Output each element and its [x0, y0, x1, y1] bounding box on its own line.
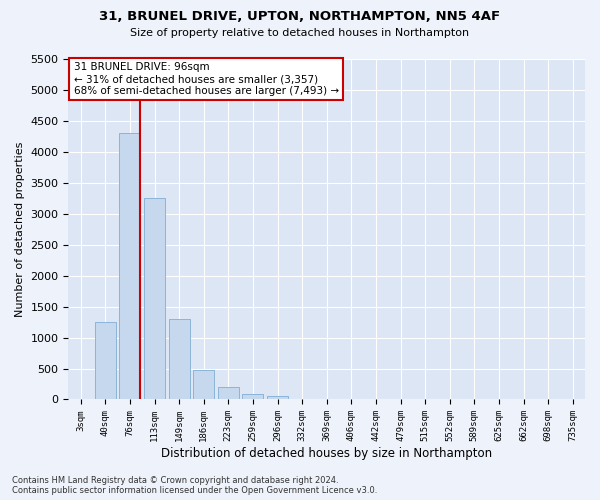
Y-axis label: Number of detached properties: Number of detached properties: [15, 142, 25, 317]
X-axis label: Distribution of detached houses by size in Northampton: Distribution of detached houses by size …: [161, 447, 492, 460]
Bar: [119, 134, 140, 400]
Bar: [218, 387, 239, 400]
Bar: [242, 394, 263, 400]
Text: Contains HM Land Registry data © Crown copyright and database right 2024.
Contai: Contains HM Land Registry data © Crown c…: [12, 476, 377, 495]
Text: 31 BRUNEL DRIVE: 96sqm
← 31% of detached houses are smaller (3,357)
68% of semi-: 31 BRUNEL DRIVE: 96sqm ← 31% of detached…: [74, 62, 338, 96]
Bar: [193, 370, 214, 400]
Bar: [144, 198, 165, 400]
Text: Size of property relative to detached houses in Northampton: Size of property relative to detached ho…: [130, 28, 470, 38]
Bar: [95, 322, 116, 400]
Text: 31, BRUNEL DRIVE, UPTON, NORTHAMPTON, NN5 4AF: 31, BRUNEL DRIVE, UPTON, NORTHAMPTON, NN…: [100, 10, 500, 23]
Bar: [267, 396, 288, 400]
Bar: [169, 319, 190, 400]
